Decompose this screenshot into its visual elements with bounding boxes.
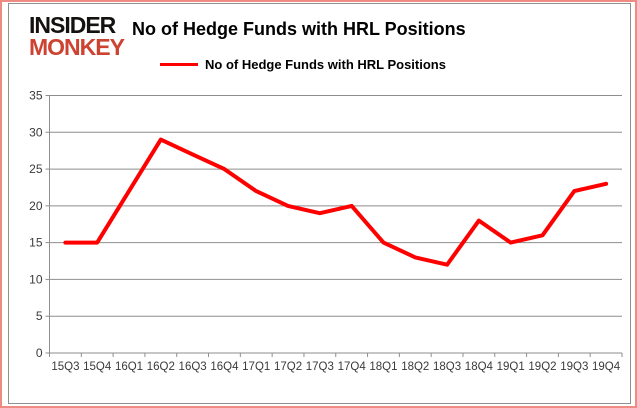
x-tick-label: 17Q1 <box>242 361 270 373</box>
x-tick-label: 16Q4 <box>210 361 239 373</box>
y-tick-label: 20 <box>29 199 43 213</box>
chart-title: No of Hedge Funds with HRL Positions <box>132 19 466 39</box>
x-tick-label: 19Q2 <box>528 361 556 373</box>
x-tick-label: 18Q4 <box>465 361 494 373</box>
y-tick-label: 25 <box>29 162 43 176</box>
logo-monkey-text: MONKEY <box>29 33 125 60</box>
series-line <box>63 137 609 267</box>
y-tick-label: 35 <box>29 89 43 103</box>
y-tick-label: 30 <box>29 125 43 139</box>
chart-frame <box>8 3 631 404</box>
legend: No of Hedge Funds with HRL Positions <box>160 57 446 72</box>
x-tick-label: 19Q4 <box>592 361 621 373</box>
x-tick-label: 15Q3 <box>51 361 79 373</box>
x-tick-label: 16Q2 <box>147 361 175 373</box>
x-tick-label: 16Q1 <box>115 361 143 373</box>
x-tick-label: 18Q3 <box>433 361 461 373</box>
y-tick-label: 15 <box>29 236 43 250</box>
x-tick-label: 18Q2 <box>401 361 429 373</box>
x-tick-label: 15Q4 <box>83 361 112 373</box>
y-tick-label: 5 <box>36 309 43 323</box>
insider-monkey-logo: INSIDER MONKEY <box>29 12 125 60</box>
logo-insider-text: INSIDER <box>29 12 116 38</box>
y-tick-label: 0 <box>36 346 43 360</box>
x-tick-label: 17Q3 <box>306 361 334 373</box>
legend-line-swatch <box>160 63 198 66</box>
x-tick-label: 17Q2 <box>274 361 302 373</box>
legend-label: No of Hedge Funds with HRL Positions <box>205 57 446 72</box>
x-tick-label: 19Q3 <box>560 361 588 373</box>
x-tick-label: 18Q1 <box>369 361 397 373</box>
x-tick-label: 19Q1 <box>497 361 525 373</box>
x-tick-label: 17Q4 <box>338 361 367 373</box>
x-tick-label: 16Q3 <box>179 361 207 373</box>
y-tick-label: 10 <box>29 272 43 286</box>
